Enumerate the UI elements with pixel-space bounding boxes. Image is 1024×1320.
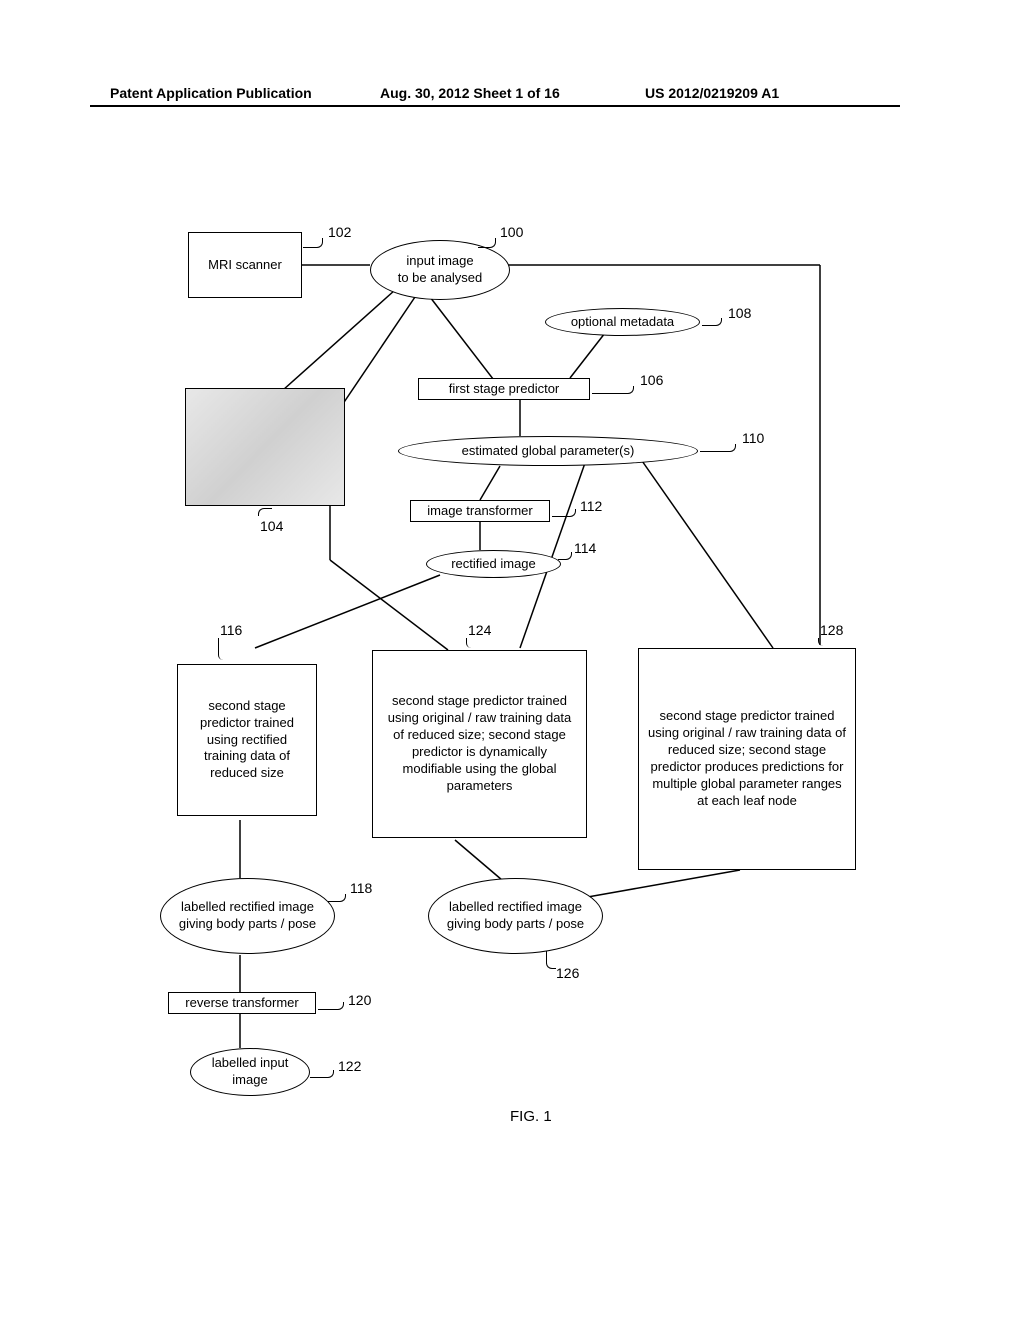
figure-caption: FIG. 1 [510,1108,552,1125]
ref-108: 108 [728,305,751,321]
lead-106 [592,386,634,394]
ref-104: 104 [260,518,283,534]
ref-102: 102 [328,224,351,240]
ref-110: 110 [742,430,764,446]
optional-metadata-ellipse: optional metadata [545,308,700,336]
rectified-image-ellipse: rectified image [426,550,561,578]
lead-120 [318,1002,344,1010]
lead-118 [328,894,346,902]
mri-scanner-box: MRI scanner [188,232,302,298]
lead-108 [702,318,722,326]
lead-128 [818,638,828,646]
ssp-124-box: second stage predictor trained using ori… [372,650,587,838]
lead-124 [466,638,476,648]
input-image-ellipse: input image to be analysed [370,240,510,300]
ref-114: 114 [574,540,596,556]
ref-106: 106 [640,372,663,388]
estimated-global-ellipse: estimated global parameter(s) [398,436,698,466]
reverse-transformer-box: reverse transformer [168,992,316,1014]
ref-122: 122 [338,1058,361,1074]
ref-100: 100 [500,224,523,240]
lead-112 [552,509,576,517]
labelled-126-ellipse: labelled rectified image giving body par… [428,878,603,954]
ref-116: 116 [220,622,242,638]
figure-1: MRI scanner input image to be analysed o… [0,0,1024,1320]
lead-110 [700,444,736,452]
lead-122 [310,1070,334,1078]
lead-116 [218,638,228,660]
first-stage-predictor-box: first stage predictor [418,378,590,400]
lead-102 [303,238,323,248]
ref-118: 118 [350,880,372,896]
ssp-128-box: second stage predictor trained using ori… [638,648,856,870]
lead-126 [546,951,556,969]
ref-112: 112 [580,498,602,514]
lead-114 [558,552,572,560]
ref-124: 124 [468,622,491,638]
screenshot-thumbnail [185,388,345,506]
ref-128: 128 [820,622,843,638]
ref-126: 126 [556,965,579,981]
labelled-118-ellipse: labelled rectified image giving body par… [160,878,335,954]
ssp-116-box: second stage predictor trained using rec… [177,664,317,816]
image-transformer-box: image transformer [410,500,550,522]
lead-104 [258,508,272,516]
ref-120: 120 [348,992,371,1008]
labelled-input-image-ellipse: labelled input image [190,1048,310,1096]
lead-100 [478,238,496,248]
